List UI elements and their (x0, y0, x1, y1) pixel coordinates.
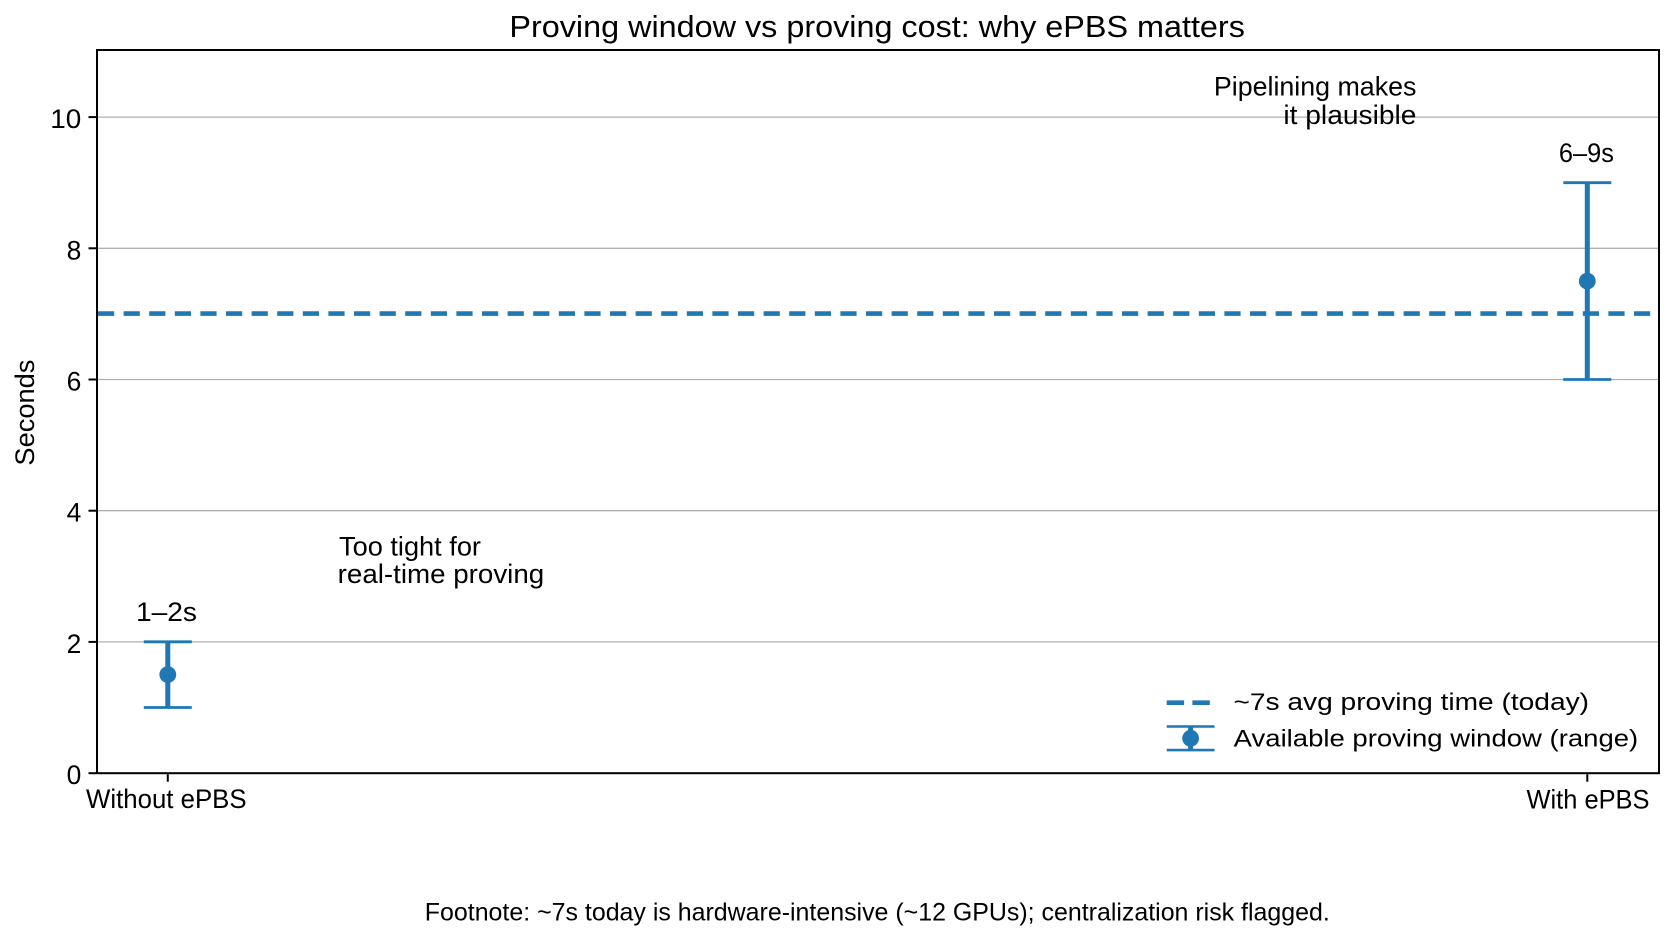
svg-text:Without ePBS: Without ePBS (86, 784, 247, 814)
svg-text:Footnote: ~7s today is hardwar: Footnote: ~7s today is hardware-intensiv… (425, 899, 1330, 927)
svg-text:4: 4 (67, 498, 82, 528)
svg-text:6–9s: 6–9s (1559, 138, 1614, 168)
svg-text:0: 0 (67, 760, 82, 790)
svg-text:Proving window vs proving cost: Proving window vs proving cost: why ePBS… (509, 10, 1245, 44)
svg-text:~7s avg proving time (today): ~7s avg proving time (today) (1234, 689, 1590, 716)
svg-text:10: 10 (50, 104, 81, 134)
svg-text:1–2s: 1–2s (136, 597, 197, 627)
svg-text:real-time proving: real-time proving (338, 559, 545, 589)
svg-text:6: 6 (67, 367, 82, 397)
svg-text:Too tight for: Too tight for (339, 531, 481, 561)
svg-text:With ePBS: With ePBS (1527, 784, 1650, 814)
svg-text:2: 2 (67, 629, 82, 659)
svg-text:Seconds: Seconds (10, 360, 40, 466)
svg-text:Available proving window (rang: Available proving window (range) (1234, 725, 1639, 752)
svg-text:8: 8 (67, 235, 82, 265)
svg-text:Pipelining makes: Pipelining makes (1214, 72, 1417, 102)
svg-text:it plausible: it plausible (1283, 100, 1416, 130)
